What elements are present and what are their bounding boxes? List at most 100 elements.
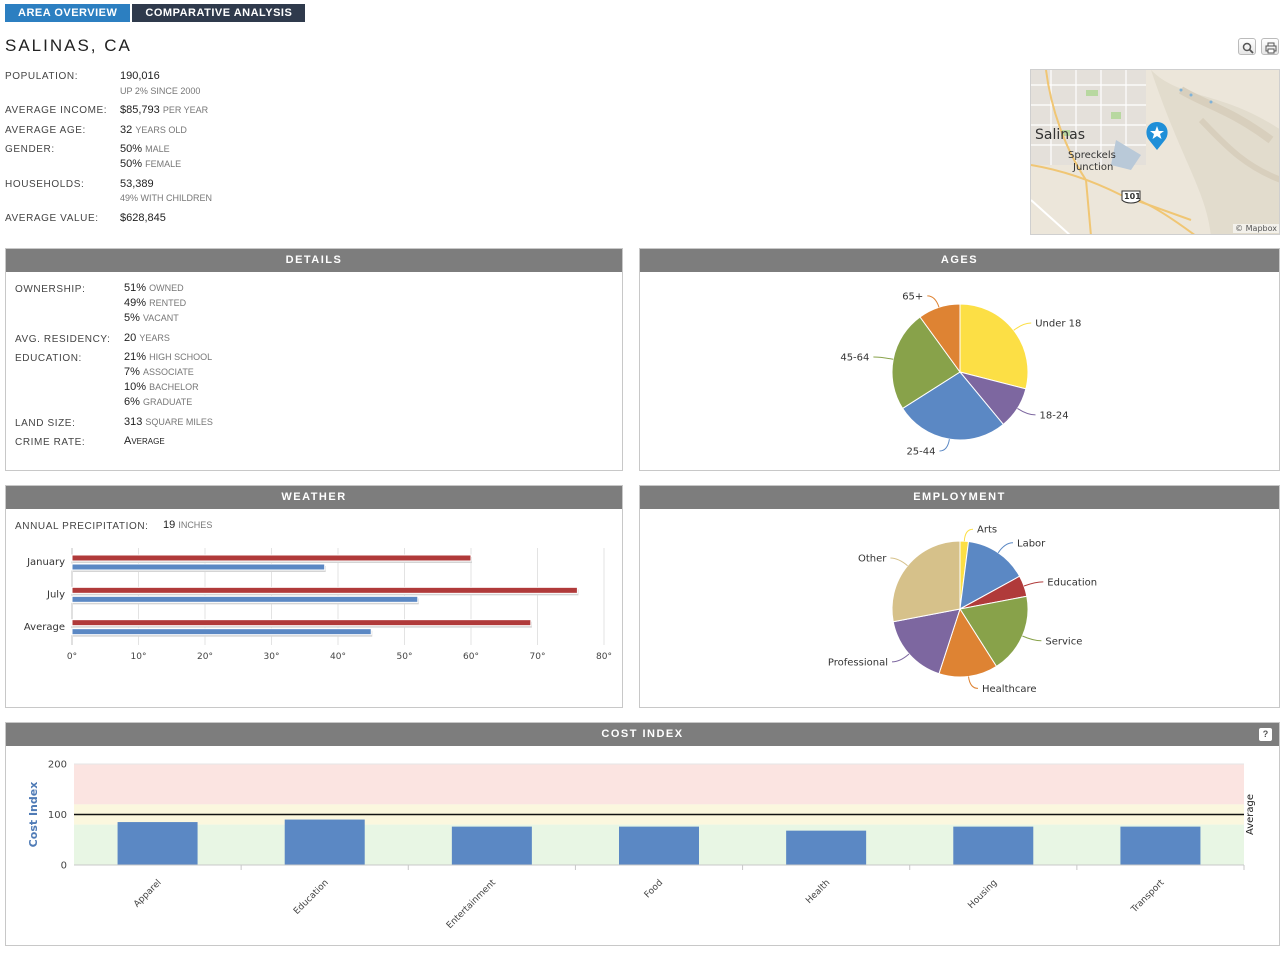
pie-connector-65 [927,295,940,308]
map-graphics [1031,70,1279,234]
weather-bar-low-january[interactable] [71,563,326,571]
edu-grad-unit: GRADUATE [142,397,193,407]
cost-bar-health[interactable] [786,830,867,865]
pie-slice-65[interactable] [919,303,961,374]
residency-unit: YEARS [139,333,170,343]
weather-category-label: January [26,557,65,568]
households-value: 53,389 [120,178,154,190]
highway-shield-icon [1121,190,1141,204]
female-unit: FEMALE [145,159,182,169]
weather-tick-label: 20° [197,652,213,662]
income-label: AVERAGE INCOME: [5,105,108,116]
pie-label-arts: Arts [977,525,997,536]
vacant-row: 5% VACANT [124,312,179,324]
map-attribution[interactable]: © Mapbox [1233,224,1279,233]
income-amount: $85,793 [120,104,160,116]
details-header: DETAILS [6,249,622,272]
pie-connector-18-24 [1017,407,1036,416]
pie-slice-healthcare[interactable] [938,607,998,678]
search-icon [1242,42,1254,54]
income-unit: PER YEAR [162,105,209,115]
pie-label-18-24: 18-24 [1040,410,1069,421]
edu-assoc-row: 7% ASSOCIATE [124,366,194,378]
employment-pie-chart: Arts Labor Education Service Healthcare Profe… [828,525,1097,695]
pie-slice-under-18[interactable] [959,303,1029,390]
cost-category-label: Housing [966,878,999,911]
cost-bar-transport[interactable] [1120,826,1201,865]
tab-comparative-analysis[interactable]: COMPARATIVE ANALYSIS [132,4,306,22]
pie-connector-service [1022,635,1042,642]
owned-value: 51% [124,282,147,294]
gender-male: 50% MALE [120,143,170,155]
weather-bar-low-average[interactable] [71,628,372,636]
weather-bar-high-average[interactable] [71,619,532,627]
page-title: SALINAS, CA [5,36,132,55]
precip-label: ANNUAL PRECIPITATION: [15,521,149,532]
weather-tick-label: 80° [596,652,612,662]
pie-label-other: Other [858,554,887,565]
cost-bar-entertainment[interactable] [451,826,532,865]
cost-category-label: Health [804,878,832,906]
details-panel: DETAILS OWNERSHIP: 51% OWNED 49% RENTED … [5,248,623,471]
pie-slice-professional[interactable] [892,608,961,675]
rented-value: 49% [124,297,147,309]
pie-slice-45-64[interactable] [891,316,961,410]
households-sub: 49% WITH CHILDREN [120,193,213,203]
age-label: AVERAGE AGE: [5,125,86,136]
pie-connector-healthcare [968,676,979,689]
cost-index-bar-chart: 0 100 200 Cost Index Apparel Education Enterta… [27,760,1256,932]
weather-category-label: July [46,590,65,601]
weather-bar-high-july[interactable] [71,586,578,594]
ages-panel: AGES Under 18 18-24 25-44 45-64 65+ [639,248,1280,471]
population-sub: UP 2% SINCE 2000 [120,86,201,96]
edu-assoc-unit: ASSOCIATE [142,367,194,377]
weather-panel: WEATHER ANNUAL PRECIPITATION: 19 INCHES … [5,485,623,708]
print-icon [1265,42,1277,54]
pie-label-65: 65+ [902,291,923,302]
print-button[interactable] [1261,38,1279,55]
owned-row: 51% OWNED [124,282,184,294]
pie-slice-25-44[interactable] [901,371,1005,441]
land-label: LAND SIZE: [15,418,76,429]
cost-category-label: Transport [1129,878,1167,916]
cost-bar-housing[interactable] [953,826,1034,865]
tab-area-overview[interactable]: AREA OVERVIEW [5,4,131,22]
population-label: POPULATION: [5,71,79,82]
pie-connector-education [1023,581,1044,587]
weather-bar-low-july[interactable] [71,595,419,603]
pie-connector-45-64 [873,356,894,360]
pie-slice-other[interactable] [891,540,961,623]
cost-bar-education[interactable] [284,819,365,865]
crime-value: Average [124,435,165,447]
avg-value-value: $628,845 [120,212,166,224]
age-value: 32 YEARS OLD [120,124,187,136]
gender-female: 50% FEMALE [120,158,181,170]
pie-connector-professional [891,653,910,663]
pie-label-education: Education [1047,577,1097,588]
employment-header: EMPLOYMENT [640,486,1279,509]
edu-bach-row: 10% BACHELOR [124,381,199,393]
households-label: HOUSEHOLDS: [5,179,85,190]
ages-header: AGES [640,249,1279,272]
weather-header: WEATHER [6,486,622,509]
precip-value: 19 [163,519,176,531]
pie-label-healthcare: Healthcare [982,684,1037,695]
cost-y-axis-label: Cost Index [27,782,40,848]
pie-label-45-64: 45-64 [840,353,869,364]
cost-bar-food[interactable] [619,826,699,865]
help-button[interactable]: ? [1259,728,1272,741]
search-button[interactable] [1238,38,1256,55]
pie-label-under-18: Under 18 [1035,319,1081,330]
weather-category-label: Average [24,622,65,633]
weather-bar-high-january[interactable] [71,554,472,562]
male-value: 50% [120,143,143,155]
precip-unit: INCHES [178,520,213,530]
weather-tick-label: 60° [463,652,479,662]
area-map[interactable]: Salinas Spreckels Junction 101 © Mapbox [1030,69,1280,235]
cost-bar-apparel[interactable] [117,822,198,865]
residency-value: 20 [124,332,137,344]
map-marker-icon[interactable] [1146,122,1168,150]
weather-tick-label: 30° [264,652,280,662]
male-unit: MALE [145,144,170,154]
pie-connector-25-44 [939,439,950,452]
